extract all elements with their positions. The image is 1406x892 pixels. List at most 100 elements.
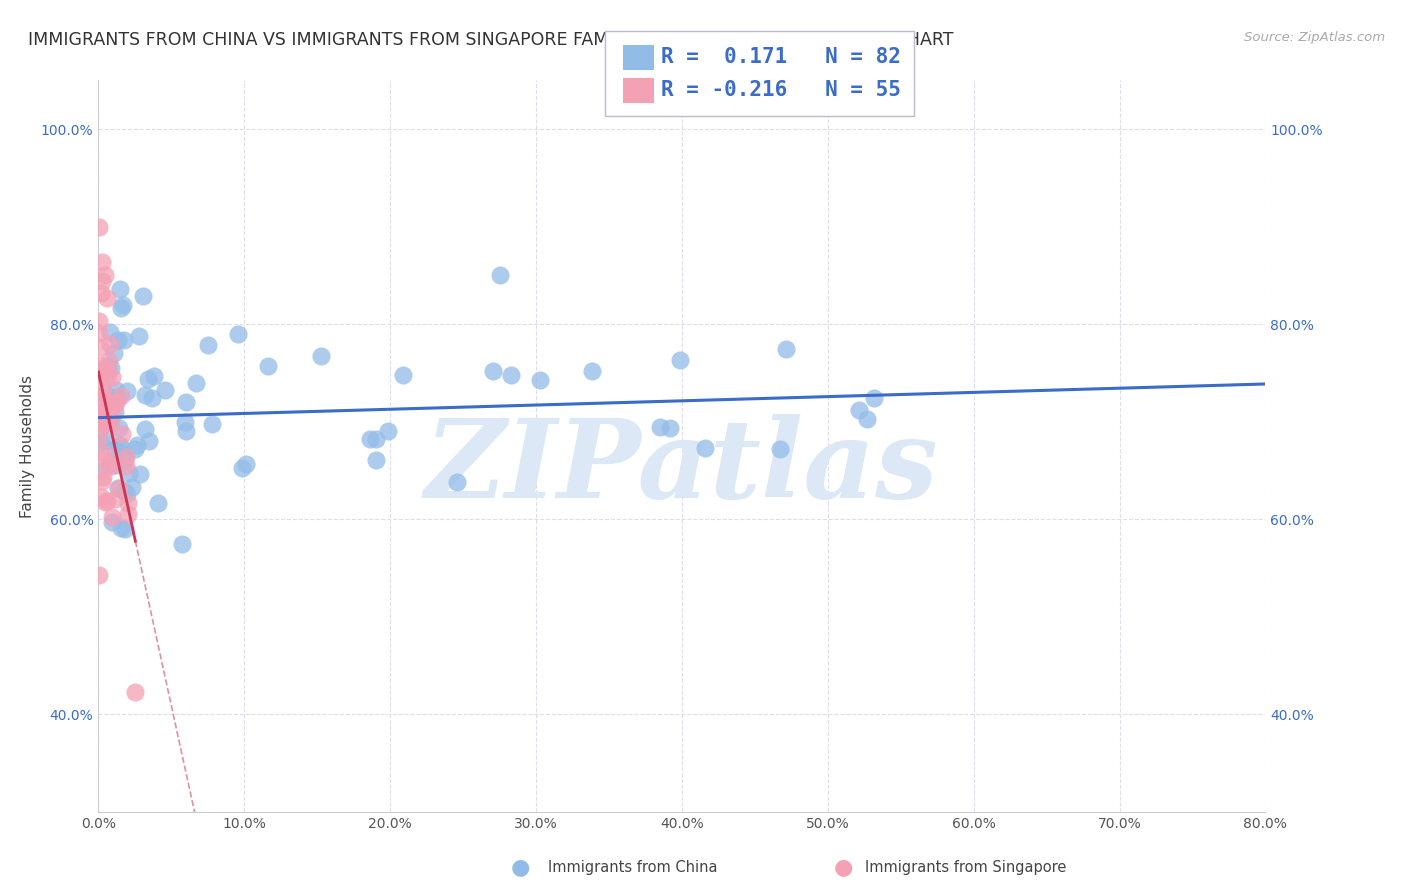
Point (98, 412, 121, 426)
Point (114, 451, 136, 466)
Point (127, 438, 149, 452)
Point (105, 396, 128, 410)
Point (96, 388, 118, 402)
Point (100, 360, 122, 375)
Point (153, 384, 176, 398)
Text: R =  0.171   N = 82: R = 0.171 N = 82 (661, 47, 901, 67)
Text: R = -0.216   N = 55: R = -0.216 N = 55 (661, 80, 901, 100)
Point (581, 364, 603, 378)
Point (132, 289, 155, 303)
Point (90, 434, 112, 449)
Point (98, 325, 121, 339)
Point (446, 475, 468, 490)
Point (141, 392, 163, 406)
Point (256, 359, 278, 373)
Point (101, 407, 124, 421)
Point (94, 268, 117, 282)
Point (117, 507, 139, 521)
Point (128, 328, 150, 343)
Point (98, 456, 121, 470)
Point (115, 459, 138, 474)
Point (104, 405, 127, 419)
Point (309, 349, 332, 363)
Point (100, 510, 122, 524)
Point (235, 458, 257, 472)
Point (121, 480, 143, 494)
Point (104, 383, 127, 397)
Point (90, 367, 112, 381)
Point (134, 422, 156, 436)
Point (184, 376, 207, 390)
Point (659, 421, 682, 435)
Point (94, 434, 117, 448)
Point (89, 567, 111, 582)
Point (110, 521, 132, 535)
Point (91, 400, 114, 414)
Point (115, 384, 138, 399)
Point (482, 364, 505, 378)
Point (115, 450, 138, 465)
Point (856, 411, 879, 425)
Point (107, 440, 129, 454)
Point (173, 415, 195, 429)
Point (91, 390, 114, 404)
Point (90, 415, 112, 429)
Point (89, 389, 111, 403)
Point (89, 340, 111, 354)
Point (91, 415, 114, 429)
Point (96, 362, 118, 376)
Point (112, 484, 135, 499)
Point (93, 405, 115, 419)
Point (103, 346, 125, 360)
Point (97, 401, 120, 416)
Point (366, 452, 388, 467)
Point (90, 452, 112, 467)
Point (359, 432, 381, 446)
Point (142, 368, 165, 383)
Y-axis label: Family Households: Family Households (20, 375, 35, 517)
Point (93, 470, 115, 484)
Point (172, 537, 194, 551)
Text: IMMIGRANTS FROM CHINA VS IMMIGRANTS FROM SINGAPORE FAMILY HOUSEHOLDS CORRELATION: IMMIGRANTS FROM CHINA VS IMMIGRANTS FROM… (28, 31, 953, 49)
Point (489, 268, 512, 282)
Point (114, 522, 136, 536)
Point (377, 424, 399, 438)
Point (89, 421, 111, 435)
Point (94, 447, 117, 461)
Point (100, 458, 122, 473)
Point (89, 392, 111, 407)
Point (100, 369, 122, 384)
Point (197, 338, 219, 352)
Point (90, 465, 112, 479)
Point (101, 515, 124, 529)
Text: ZIPatlas: ZIPatlas (425, 414, 939, 522)
Point (97, 354, 120, 368)
Point (94, 495, 117, 509)
Point (91, 255, 114, 269)
Point (650, 420, 672, 434)
Point (366, 433, 388, 447)
Point (231, 461, 253, 475)
Point (89, 358, 111, 372)
Point (100, 416, 122, 430)
Point (91, 392, 114, 407)
Point (91, 275, 114, 289)
Point (94, 417, 117, 432)
Point (104, 491, 127, 506)
Point (93, 404, 115, 418)
Point (89, 412, 111, 426)
Point (499, 368, 522, 382)
Point (110, 390, 132, 404)
Point (111, 447, 134, 461)
Point (128, 467, 150, 482)
Text: Immigrants from China: Immigrants from China (548, 860, 718, 874)
Point (201, 417, 224, 431)
Point (848, 402, 870, 417)
Point (134, 388, 156, 402)
Point (90, 490, 112, 504)
Point (98, 336, 121, 351)
Point (87, 220, 110, 235)
Point (529, 373, 551, 387)
Point (93, 404, 115, 418)
Point (89, 431, 111, 445)
